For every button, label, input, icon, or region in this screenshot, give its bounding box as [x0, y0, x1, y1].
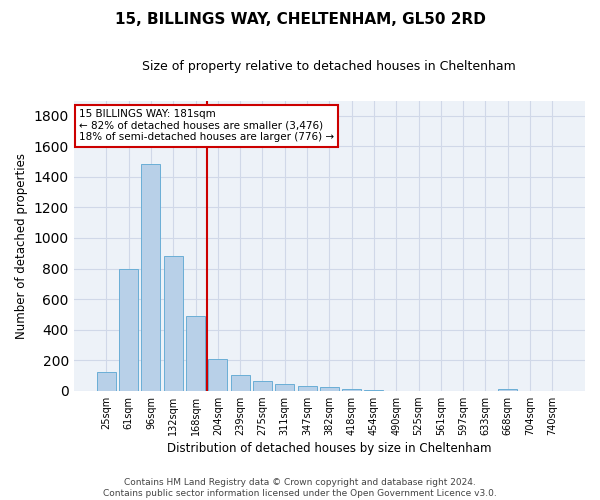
- Bar: [230, 375, 250, 390]
- Bar: [253, 381, 272, 390]
- Bar: [97, 372, 116, 390]
- Title: Size of property relative to detached houses in Cheltenham: Size of property relative to detached ho…: [142, 60, 516, 73]
- Bar: [142, 164, 160, 390]
- Bar: [186, 316, 205, 390]
- Text: 15 BILLINGS WAY: 181sqm
← 82% of detached houses are smaller (3,476)
18% of semi: 15 BILLINGS WAY: 181sqm ← 82% of detache…: [79, 110, 334, 142]
- Bar: [208, 360, 227, 390]
- Bar: [119, 268, 138, 390]
- Bar: [298, 386, 317, 390]
- Bar: [342, 389, 361, 390]
- Bar: [275, 384, 294, 390]
- Y-axis label: Number of detached properties: Number of detached properties: [15, 152, 28, 338]
- Bar: [320, 386, 339, 390]
- Bar: [498, 389, 517, 390]
- Text: 15, BILLINGS WAY, CHELTENHAM, GL50 2RD: 15, BILLINGS WAY, CHELTENHAM, GL50 2RD: [115, 12, 485, 28]
- X-axis label: Distribution of detached houses by size in Cheltenham: Distribution of detached houses by size …: [167, 442, 491, 455]
- Text: Contains HM Land Registry data © Crown copyright and database right 2024.
Contai: Contains HM Land Registry data © Crown c…: [103, 478, 497, 498]
- Bar: [164, 256, 183, 390]
